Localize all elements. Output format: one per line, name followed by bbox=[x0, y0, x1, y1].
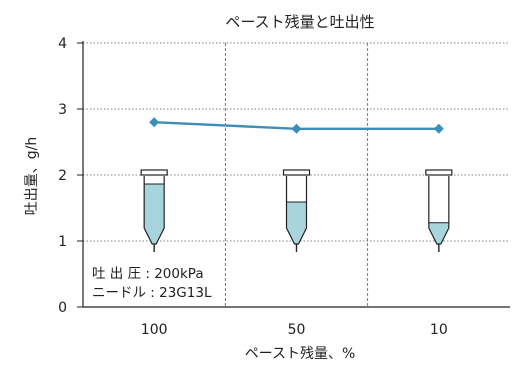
chart-title: ペースト残量と吐出性 bbox=[225, 13, 374, 31]
y-tick-label: 0 bbox=[58, 300, 67, 316]
annotation-box: 吐 出 圧 : 200kPa ニードル : 23G13L bbox=[92, 266, 212, 301]
tick-layer: 0 1 2 3 4 100 50 10 bbox=[58, 36, 448, 338]
series-layer bbox=[149, 117, 444, 134]
syringe-paste bbox=[428, 222, 449, 244]
x-tick-label: 10 bbox=[430, 322, 448, 338]
syringe-flange bbox=[282, 169, 311, 176]
syringe-layer bbox=[140, 169, 453, 252]
data-point bbox=[433, 123, 444, 134]
syringe-icon bbox=[282, 169, 311, 252]
syringe-flange bbox=[140, 169, 168, 176]
syringe-paste bbox=[286, 202, 307, 244]
x-axis-label: ペースト残量、% bbox=[245, 346, 356, 362]
y-axis-label: 吐出量、g/h bbox=[24, 137, 40, 215]
y-tick-label: 3 bbox=[58, 102, 67, 118]
y-tick-label: 4 bbox=[58, 36, 67, 52]
syringe-paste bbox=[144, 184, 165, 244]
y-tick-label: 2 bbox=[58, 168, 67, 184]
syringe-icon bbox=[140, 169, 168, 252]
syringe-icon bbox=[425, 169, 453, 252]
data-point bbox=[291, 123, 302, 134]
x-tick-label: 100 bbox=[141, 322, 168, 338]
y-tick-label: 1 bbox=[58, 234, 67, 250]
annotation-line: ニードル : 23G13L bbox=[92, 285, 212, 301]
syringe-flange bbox=[425, 169, 453, 176]
x-tick-label: 50 bbox=[288, 322, 306, 338]
annotation-line: 吐 出 圧 : 200kPa bbox=[92, 266, 204, 282]
data-point bbox=[149, 117, 160, 128]
